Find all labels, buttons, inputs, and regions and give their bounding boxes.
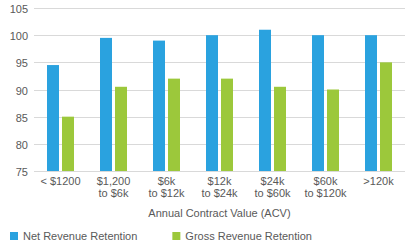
grid-line [34,90,405,91]
legend-swatch [10,232,18,240]
x-tick-line: to $60k [254,187,291,199]
y-tick-label: 80 [16,139,28,151]
x-tick-label: $6kto $12k [148,175,185,199]
x-tick-line: to $12k [148,187,185,199]
bar [312,35,324,171]
x-tick-label: $24kto $60k [254,175,291,199]
x-axis-title: Annual Contract Value (ACV) [148,207,290,219]
legend-swatch [172,232,180,240]
y-tick-label: 90 [16,85,28,97]
grid-line [34,117,405,118]
bar [327,90,339,172]
x-tick-line: to $120k [304,187,347,199]
x-tick-line: to $6k [99,187,129,199]
grid-line [34,35,405,36]
bar [168,79,180,171]
grid-line [34,144,405,145]
bar [259,30,271,171]
x-tick-label: $12kto $24k [201,175,238,199]
x-tick-label: >120k [363,175,394,187]
chart: 7580859095100105< $1200$1,200to $6k$6kto… [0,0,409,249]
bar [221,79,233,171]
bar [115,87,127,171]
x-tick-label: $1,200to $6k [97,175,131,199]
y-tick-label: 100 [10,30,28,42]
bar [365,35,377,171]
x-tick-line: $24k [261,175,285,187]
legend-label: Net Revenue Retention [23,230,137,242]
bar [274,87,286,171]
grid-line [34,8,405,9]
bar [62,117,74,171]
x-tick-line: to $24k [201,187,238,199]
x-tick-line: $6k [158,175,176,187]
x-tick-label: $60kto $120k [304,175,347,199]
y-tick-label: 105 [10,3,28,15]
legend-label: Gross Revenue Retention [185,230,312,242]
x-tick-label: < $1200 [40,175,80,187]
y-tick-label: 85 [16,112,28,124]
bar [47,65,59,171]
x-tick-line: $12k [208,175,232,187]
x-tick-line: $60k [314,175,338,187]
bar [206,35,218,171]
x-tick-line: $1,200 [97,175,131,187]
grid-line [34,62,405,63]
bar [380,62,392,171]
grid-line [34,171,405,172]
y-tick-label: 95 [16,57,28,69]
bar [100,38,112,171]
bar [153,41,165,171]
bars [47,30,392,171]
y-tick-label: 75 [16,166,28,178]
